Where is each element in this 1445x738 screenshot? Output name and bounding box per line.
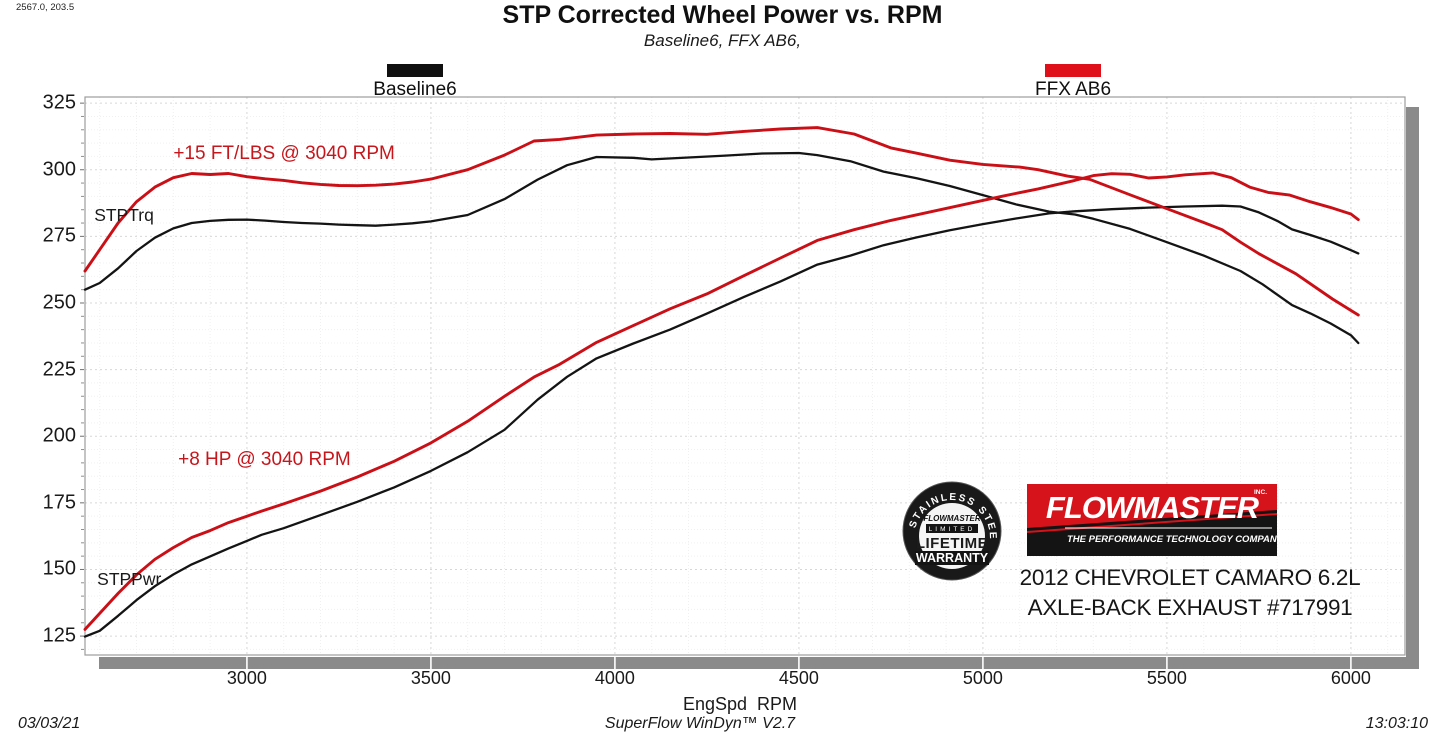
badge-warranty-text: WARRANTY [916, 551, 989, 565]
annotation-gain-power: +8 HP @ 3040 RPM [178, 449, 351, 471]
legend-item-baseline [387, 64, 443, 77]
series-baseline6-stptrq [83, 151, 1360, 345]
x-axis-label: EngSpd RPM [682, 694, 798, 714]
x-tick-label: 5500 [1146, 668, 1187, 688]
badge-flowmaster-text: FLOWMASTER [923, 514, 981, 523]
x-tick-label: 4500 [778, 668, 819, 688]
y-tick-label: 150 [42, 557, 76, 580]
y-tick-label: 125 [42, 624, 76, 647]
footer-software: SuperFlow WinDyn™ V2.7 [604, 715, 796, 732]
legend-swatch-ffx [1045, 64, 1101, 77]
footer-date: 03/03/21 [18, 715, 81, 732]
plot-shadow-right [1406, 107, 1419, 669]
legend-item-ffx [1045, 64, 1101, 77]
legend-swatch-baseline [387, 64, 443, 77]
y-tick-label: 300 [42, 158, 76, 181]
legend-label-ffx: FFX AB6 [1034, 79, 1112, 100]
x-tick-label: 4000 [594, 668, 635, 688]
logo-wordmark: FLOWMASTER [1046, 490, 1260, 525]
badge-lifetime-text: LIFETIME [916, 535, 988, 552]
logo-inc: INC. [1254, 489, 1267, 496]
y-tick-label: 175 [42, 491, 76, 514]
y-tick-label: 325 [42, 91, 76, 114]
logo-tagline: THE PERFORMANCE TECHNOLOGY COMPANY [1067, 534, 1277, 545]
footer-time: 13:03:10 [1365, 715, 1428, 732]
series-ffx-ab6-stptrq [83, 126, 1360, 317]
chart-title: STP Corrected Wheel Power vs. RPM [502, 1, 943, 29]
plot-shadow-bottom [99, 657, 1419, 669]
x-tick-label: 5000 [962, 668, 1003, 688]
y-tick-label: 200 [42, 424, 76, 447]
series-baseline6-stppwr [83, 204, 1360, 638]
annotation-label-stptrq: STPTrq [94, 204, 154, 225]
annotation-label-stppwr: STPPwr [97, 568, 162, 589]
vehicle-line-1: 2012 CHEVROLET CAMARO 6.2L [1019, 565, 1361, 590]
legend-label-baseline: Baseline6 [373, 79, 457, 100]
chart-subtitle: Baseline6, FFX AB6, [643, 31, 802, 50]
x-tick-label: 3500 [410, 668, 451, 688]
cursor-readout: 2567.0, 203.5 [16, 2, 75, 13]
badge-limited-text: LIMITED [929, 526, 976, 533]
y-tick-label: 225 [42, 358, 76, 381]
y-tick-label: 275 [42, 224, 76, 247]
x-tick-label: 3000 [226, 668, 267, 688]
x-tick-label: 6000 [1330, 668, 1371, 688]
annotation-gain-torque: +15 FT/LBS @ 3040 RPM [173, 142, 395, 164]
vehicle-line-2: AXLE-BACK EXHAUST #717991 [1027, 595, 1353, 620]
lifetime-warranty-badge: STAINLESS STEEL FLOWMASTER LIMITED LIFET… [901, 480, 1002, 581]
vehicle-description: 2012 CHEVROLET CAMARO 6.2L AXLE-BACK EXH… [1010, 563, 1370, 623]
series-ffx-ab6-stppwr [83, 171, 1360, 631]
flowmaster-logo: FLOWMASTER INC. THE PERFORMANCE TECHNOLO… [1027, 484, 1277, 556]
plot-border [84, 96, 1406, 656]
y-tick-label: 250 [42, 291, 76, 314]
